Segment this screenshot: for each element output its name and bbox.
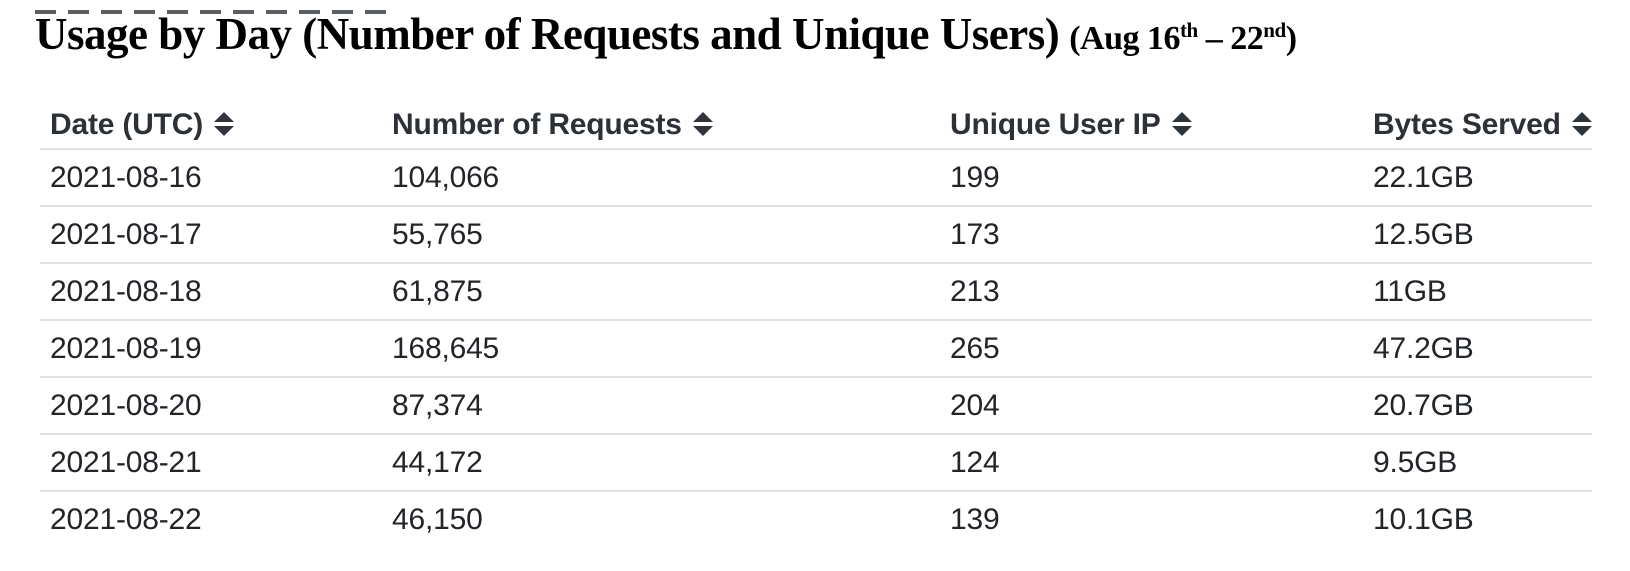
clipped-text-fragment [35,10,391,14]
table-cell: 11GB [1363,263,1592,321]
table-cell: 2021-08-21 [40,434,382,492]
sort-down-arrow-icon [214,125,234,136]
table-cell: 265 [940,320,1363,378]
table-row: 2021-08-18 61,875 213 11GB [40,263,1592,321]
table-row: 2021-08-21 44,172 124 9.5GB [40,434,1592,492]
sort-down-arrow-icon [1171,125,1192,136]
page-title-main: Usage by Day (Number of Requests and Uni… [35,9,1060,59]
sort-arrows-icon[interactable] [1571,111,1592,136]
table-cell: 213 [940,263,1363,321]
sort-up-arrow-icon [214,111,234,122]
table-cell: 47.2GB [1363,320,1592,378]
page-title-daterange: (Aug 16th – 22nd) [1069,18,1297,57]
daterange-close: ) [1285,20,1297,57]
table-cell: 104,066 [382,149,940,207]
table-cell: 22.1GB [1363,149,1592,207]
sort-arrows-icon[interactable] [692,111,713,136]
table-cell: 2021-08-17 [40,206,382,264]
table-cell: 139 [950,502,1000,536]
table-cell: 87,374 [382,377,940,435]
column-header-label: Bytes Served [1373,107,1561,141]
sort-down-arrow-icon [692,125,713,136]
table-cell: 46,150 [392,502,483,536]
sort-up-arrow-icon [1171,111,1192,122]
table-cell: 2021-08-16 [40,149,382,207]
sort-up-arrow-icon [1571,111,1592,122]
table-header-row: Date (UTC) Number of Requests Unique User … [40,101,1592,150]
daterange-dash: – [1197,20,1231,57]
sort-down-arrow-icon [1571,125,1592,136]
sort-up-arrow-icon [692,111,713,122]
sort-arrows-icon[interactable] [1171,111,1192,136]
table-cell: 44,172 [382,434,940,492]
column-header-number-of-requests[interactable]: Number of Requests [382,101,940,150]
column-header-date-utc[interactable]: Date (UTC) [40,101,382,150]
usage-by-day-table: Date (UTC) Number of Requests Unique User … [40,101,1592,547]
table-cell: 2021-08-20 [40,377,382,435]
table-cell: 2021-08-19 [40,320,382,378]
column-header-bytes-served[interactable]: Bytes Served [1363,101,1592,150]
table-cell: 2021-08-22 [50,502,202,536]
table-row: 2021-08-19 168,645 265 47.2GB [40,320,1592,378]
column-header-unique-user-ip[interactable]: Unique User IP [940,101,1363,150]
table-cell: 20.7GB [1363,377,1592,435]
daterange-ordinal-nd: nd [1263,18,1286,43]
table-cell: 124 [940,434,1363,492]
table-cell: 55,765 [382,206,940,264]
table-row: 2021-08-17 55,765 173 12.5GB [40,206,1592,264]
table-cell: 10.1GB [1373,502,1474,536]
page-title: Usage by Day (Number of Requests and Uni… [35,10,1630,66]
table-cell: 61,875 [382,263,940,321]
table-cell: 168,645 [382,320,940,378]
table-cell: 2021-08-18 [40,263,382,321]
column-header-label: Number of Requests [392,107,682,141]
table-row: 2021-08-16 104,066 199 22.1GB [40,149,1592,207]
table-row: 2021-08-20 87,374 204 20.7GB [40,377,1592,435]
daterange-end: 22 [1230,20,1264,57]
table-cell: 12.5GB [1363,206,1592,264]
table-cell: 204 [940,377,1363,435]
table-cell: 173 [940,206,1363,264]
table-cell: 199 [940,149,1363,207]
daterange-open: (Aug 16 [1069,20,1181,57]
table-row: 2021-08-22 46,150 139 10.1GB [40,491,1592,547]
column-header-label: Unique User IP [950,107,1161,141]
table-cell: 9.5GB [1363,434,1592,492]
column-header-label: Date (UTC) [50,107,203,141]
sort-arrows-icon[interactable] [214,111,234,136]
daterange-ordinal-th: th [1180,18,1198,43]
